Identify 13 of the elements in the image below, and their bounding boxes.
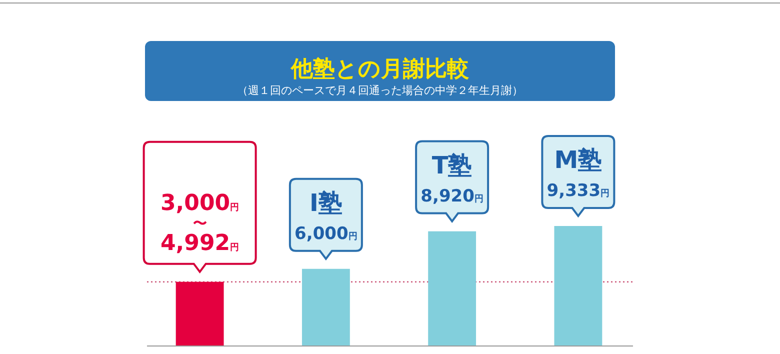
bar [302,268,350,346]
data-label: 8,920円 [420,186,484,206]
bar [554,226,602,346]
x-tick-label: T塾 [432,151,472,180]
data-label: 6,000円 [294,224,358,244]
chart-subtitle: （週１回のペースで月４回通った場合の中学２年生月謝） [237,84,523,97]
text: 3,000円〜4,992円 [160,190,240,256]
bar [176,282,224,346]
bar [428,231,476,346]
x-tick-label: M塾 [554,146,602,174]
x-tick-label: I塾 [309,188,342,217]
data-label: 9,333円 [546,181,610,201]
chart-title: 他塾との月謝比較 [290,56,470,82]
